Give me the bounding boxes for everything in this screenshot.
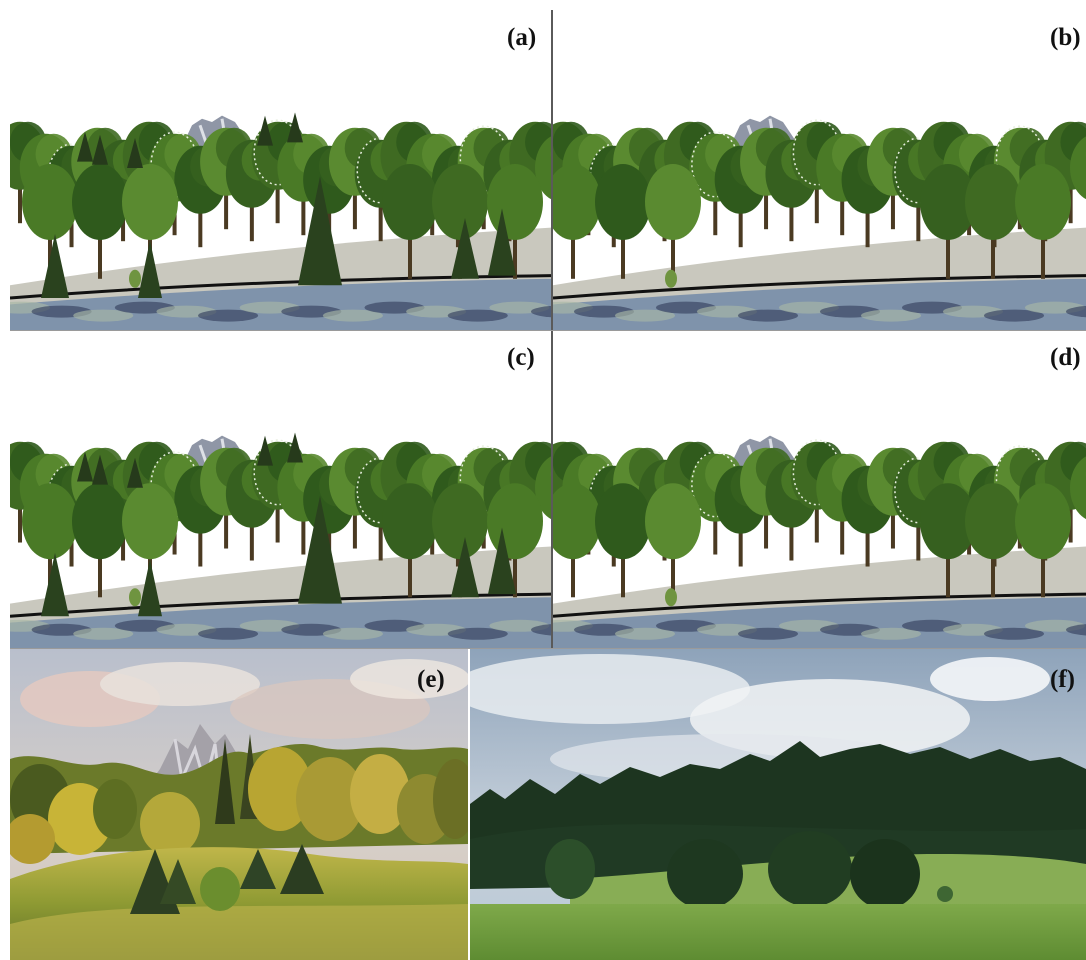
row-divider-2: [10, 648, 1086, 649]
panel-b-label: (b): [1050, 24, 1081, 51]
column-divider: [551, 10, 553, 648]
panel-c-rendered-forest: [10, 331, 551, 648]
forest-render-svg: [553, 10, 1086, 330]
panel-b-rendered-forest: [553, 10, 1086, 330]
panel-d-label: (d): [1050, 344, 1081, 371]
panel-a-rendered-forest: [10, 10, 551, 330]
autumn-trees: [10, 734, 468, 864]
panel-e-label: (e): [417, 666, 445, 693]
broadleaf-tree-icon: [10, 119, 551, 279]
broadleaf-tree-icon: [553, 119, 1086, 279]
panel-f-label: (f): [1050, 666, 1075, 693]
row-divider-1: [10, 330, 1086, 331]
panel-f-forest-photograph: [470, 649, 1086, 960]
forest-render-svg: [10, 10, 551, 330]
panel-a-label: (a): [507, 24, 537, 51]
forest-render-svg: [553, 331, 1086, 648]
photo-svg: [470, 649, 1086, 960]
spruce-tree-icon: [41, 112, 516, 298]
spruce-tree-icon: [130, 844, 324, 914]
painting-svg: [10, 649, 468, 960]
spruce-tree-icon: [41, 432, 516, 617]
panel-d-rendered-forest: [553, 331, 1086, 648]
panel-e-landscape-painting: [10, 649, 468, 960]
spruce-tree-icon: [545, 831, 953, 909]
panel-c-label: (c): [507, 344, 535, 371]
forest-render-svg: [10, 331, 551, 648]
broadleaf-tree-icon: [553, 439, 1086, 598]
